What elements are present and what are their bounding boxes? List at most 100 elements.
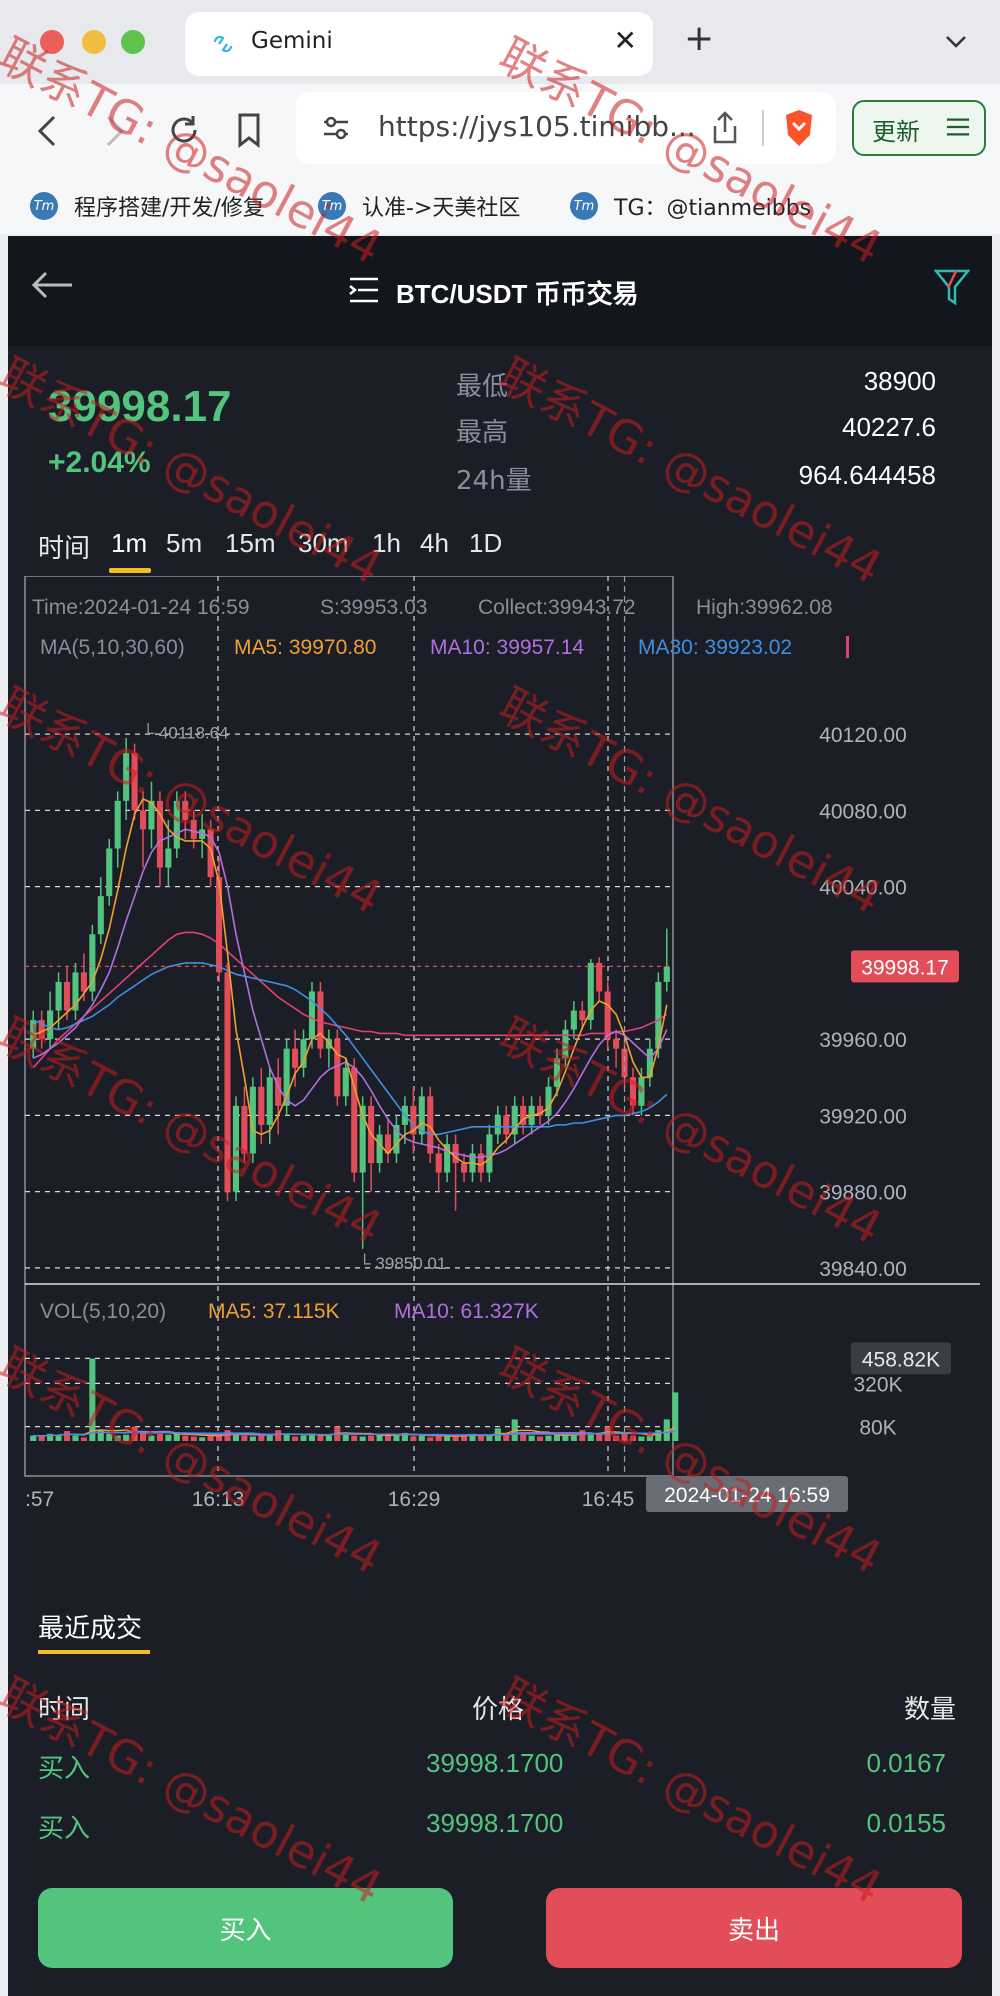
timeframe-4h[interactable]: 4h <box>420 528 449 558</box>
volume-bar <box>553 1434 561 1441</box>
back-arrow-icon[interactable] <box>30 270 74 300</box>
candle-body <box>308 991 316 1040</box>
bookmark-item[interactable]: Tm 程序搭建/开发/修复 <box>30 188 265 224</box>
minimize-window-button[interactable] <box>82 30 106 54</box>
tab-list-chevron-icon[interactable] <box>944 34 968 50</box>
candle-body <box>410 1105 417 1135</box>
bookmark-label: TG：@tianmeibbs <box>614 196 812 221</box>
volume-bar <box>528 1435 535 1441</box>
candle-body <box>579 1010 586 1021</box>
volume-bar <box>72 1435 79 1441</box>
candle-body <box>139 810 147 830</box>
candle-body <box>190 819 197 839</box>
volume-24h-label: 24h量 <box>456 466 532 496</box>
reload-icon[interactable] <box>166 112 202 148</box>
app-header: BTC/USDT 币币交易 <box>8 236 992 346</box>
active-timeframe-indicator <box>109 568 151 573</box>
volume-bar <box>300 1435 307 1441</box>
low-label: 最低 <box>456 372 509 402</box>
volume-bar <box>173 1432 180 1441</box>
volume-bar <box>655 1430 662 1441</box>
volume-bar <box>469 1433 476 1441</box>
tab-close-icon[interactable]: ✕ <box>613 24 637 57</box>
candlestick-chart[interactable]: 40120.00 40080.00 40040.00 39960.00 39920.00… <box>8 576 992 1816</box>
candle-body <box>106 848 113 897</box>
info-collect: Collect:39943.72 <box>478 596 636 619</box>
min-price-label: └ 39850.01 <box>359 1253 447 1273</box>
candle-body <box>317 991 324 1049</box>
ma60-line <box>32 931 668 1069</box>
ma5-line <box>32 797 668 1166</box>
ma60-marker <box>846 636 849 658</box>
info-s: S:39953.03 <box>320 596 427 619</box>
volume-bar <box>545 1435 552 1441</box>
candle-body <box>638 1077 645 1106</box>
volume-bar <box>359 1436 366 1441</box>
candle-body <box>266 1077 273 1125</box>
candle-body <box>655 981 662 1049</box>
volume-bar <box>148 1435 155 1441</box>
list-icon[interactable] <box>348 276 380 304</box>
high-value: 40227.6 <box>842 412 936 442</box>
candle-body <box>182 800 189 820</box>
site-settings-icon[interactable] <box>322 114 350 142</box>
bookmark-icon[interactable] <box>236 112 262 148</box>
address-bar[interactable]: https://jys105.timibb... <box>296 92 836 164</box>
back-arrow-icon[interactable] <box>36 114 58 148</box>
vol-tick-label: 320K <box>853 1373 902 1396</box>
tab-bar: Gemini ✕ + <box>0 0 1000 84</box>
volume-bar <box>190 1436 197 1441</box>
timeframe-time[interactable]: 时间 <box>38 533 91 563</box>
crosshair-time-tag <box>646 1476 848 1512</box>
share-icon[interactable] <box>710 110 740 146</box>
candle-body <box>613 1039 620 1049</box>
candle-body <box>80 972 87 992</box>
browser-tab[interactable]: Gemini ✕ <box>185 12 653 76</box>
tab-recent-trades[interactable]: 最近成交 <box>38 1614 143 1644</box>
candle-body <box>275 1077 282 1106</box>
volume-bar <box>418 1435 425 1441</box>
volume-bar <box>241 1435 248 1441</box>
timeframe-15m[interactable]: 15m <box>225 528 276 558</box>
buy-button[interactable]: 买入 <box>38 1888 453 1968</box>
candle-body <box>241 1105 248 1154</box>
sell-button[interactable]: 卖出 <box>546 1888 962 1968</box>
candle-body <box>621 1048 628 1078</box>
candle-body <box>47 1010 54 1040</box>
volume-bar <box>199 1437 206 1441</box>
timeframe-5m[interactable]: 5m <box>166 528 203 558</box>
price-change: +2.04% <box>48 446 151 479</box>
volume-bar <box>460 1435 468 1441</box>
timeframe-1m[interactable]: 1m <box>111 528 148 558</box>
volume-bar <box>410 1436 417 1441</box>
tianmei-favicon-icon: Tm <box>30 192 58 220</box>
x-tick-label: 16:45 <box>582 1488 635 1511</box>
candle-body <box>63 981 71 1011</box>
maximize-window-button[interactable] <box>121 30 145 54</box>
y-tick-label: 40080.00 <box>819 800 907 823</box>
update-button[interactable]: 更新 <box>852 100 986 156</box>
candle-body <box>173 800 180 849</box>
bookmark-item[interactable]: Tm TG：@tianmeibbs <box>570 188 811 224</box>
close-window-button[interactable] <box>40 30 64 54</box>
volume-bar <box>427 1437 434 1441</box>
candle-body <box>131 753 138 811</box>
volume-bar <box>216 1433 223 1441</box>
candle-body <box>427 1096 434 1154</box>
low-value: 38900 <box>863 366 936 396</box>
brave-shield-icon[interactable] <box>782 108 816 148</box>
candle-body <box>537 1105 544 1116</box>
bookmark-item[interactable]: Tm 认准->天美社区 <box>318 188 520 224</box>
candle-body <box>376 1134 383 1164</box>
timeframe-30m[interactable]: 30m <box>298 528 349 558</box>
new-tab-button[interactable]: + <box>684 18 715 59</box>
timeframe-1h[interactable]: 1h <box>372 528 401 558</box>
forward-arrow-icon[interactable] <box>104 114 126 148</box>
ma-header-label: MA(5,10,30,60) <box>40 636 185 659</box>
filter-icon[interactable] <box>934 268 970 306</box>
col-header-qty: 数量 <box>903 1695 956 1725</box>
volume-bar <box>587 1434 594 1441</box>
trade-qty: 0.0167 <box>866 1748 946 1778</box>
timeframe-1d[interactable]: 1D <box>469 528 503 558</box>
volume-bar <box>613 1435 620 1441</box>
